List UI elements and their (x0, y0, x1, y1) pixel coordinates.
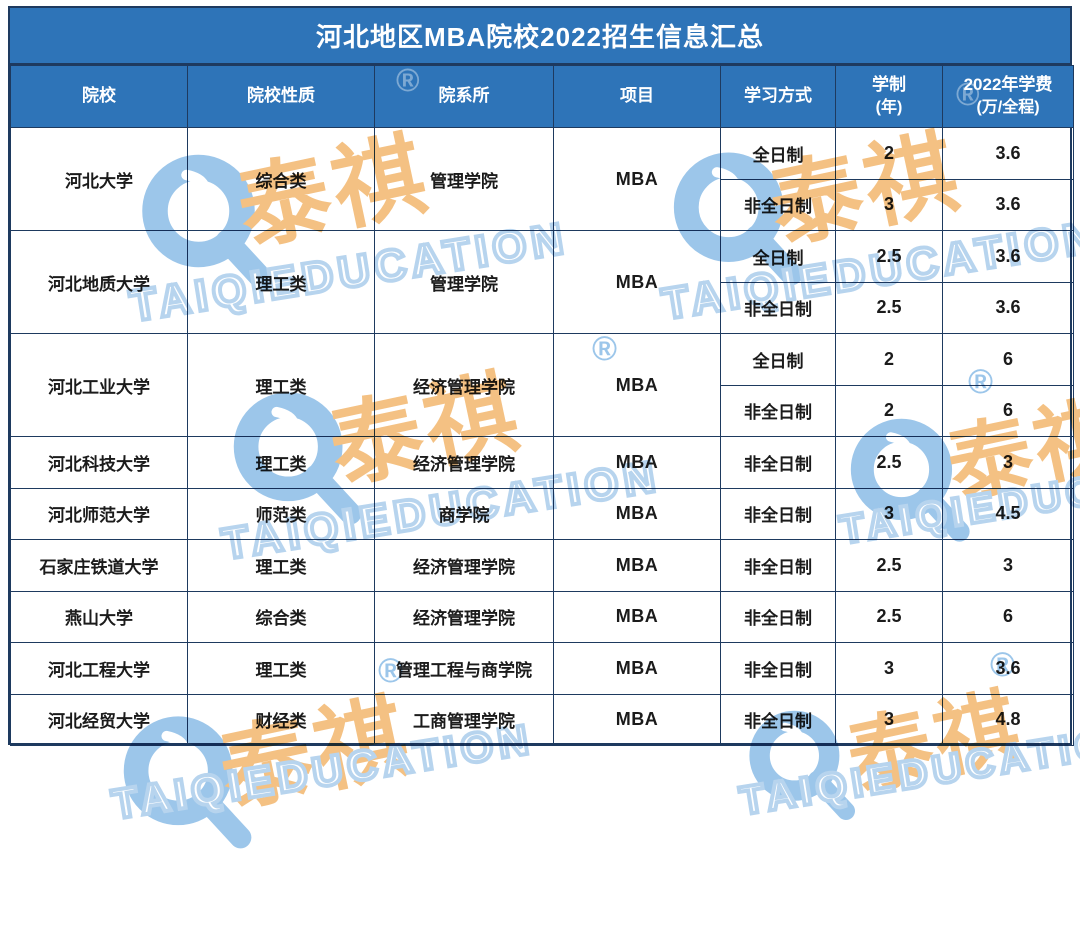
study-mode-cell: 非全日制 (720, 539, 836, 592)
school-name-cell: 燕山大学 (10, 590, 188, 643)
table-row: 河北地质大学 理工类 管理学院 MBA 全日制 2.5 3.6 (10, 230, 1074, 334)
school-type-cell: 理工类 (187, 333, 375, 437)
table-row: 河北大学 综合类 管理学院 MBA 全日制 2 3.6 (10, 127, 1074, 231)
table-row: 河北工程大学 理工类 管理工程与商学院 MBA 非全日制 3 3.6 (10, 642, 1074, 695)
department-cell: 管理学院 (374, 230, 554, 334)
program-cell: MBA (553, 333, 721, 437)
department-cell: 经济管理学院 (374, 590, 554, 643)
school-name-cell: 河北工程大学 (10, 642, 188, 695)
tuition-cell: 3.6 (942, 642, 1074, 695)
table-row: 河北科技大学 理工类 经济管理学院 MBA 非全日制 2.5 3 (10, 436, 1074, 489)
department-cell: 经济管理学院 (374, 539, 554, 592)
duration-cell: 2.5 (835, 590, 943, 643)
department-cell: 经济管理学院 (374, 436, 554, 489)
table-row: 非全日制 2.5 3.6 (11, 281, 1074, 334)
study-mode-cell: 全日制 (720, 230, 836, 283)
mba-table: 院校 院校性质 院系所 项目 学习方式 学制 (年) 2022年学费 (万/全程) … (10, 65, 1074, 746)
duration-cell: 2.5 (835, 436, 943, 489)
duration-cell: 3 (835, 693, 943, 746)
col-header-tuition: 2022年学费 (万/全程) (942, 65, 1074, 128)
program-cell: MBA (553, 539, 721, 592)
school-name-cell: 河北师范大学 (10, 487, 188, 540)
col-header-duration: 学制 (年) (835, 65, 943, 128)
tuition-cell: 4.8 (942, 693, 1074, 746)
department-cell: 管理工程与商学院 (374, 642, 554, 695)
school-type-cell: 综合类 (187, 590, 375, 643)
department-cell: 工商管理学院 (374, 693, 554, 746)
school-type-cell: 理工类 (187, 230, 375, 334)
school-name-cell: 河北地质大学 (10, 230, 188, 334)
study-mode-cell: 全日制 (720, 333, 836, 386)
duration-cell: 2 (835, 127, 943, 180)
tuition-cell: 3 (942, 436, 1074, 489)
school-type-cell: 理工类 (187, 642, 375, 695)
tuition-cell: 3 (942, 539, 1074, 592)
tuition-cell: 3.6 (942, 281, 1074, 334)
department-cell: 管理学院 (374, 127, 554, 231)
col-header-program: 项目 (553, 65, 721, 128)
table-header: 院校 院校性质 院系所 项目 学习方式 学制 (年) 2022年学费 (万/全程) (10, 65, 1074, 128)
tuition-cell: 6 (942, 384, 1074, 437)
duration-cell: 2.5 (835, 281, 943, 334)
duration-cell: 2 (835, 384, 943, 437)
study-mode-cell: 非全日制 (720, 642, 836, 695)
school-name-cell: 河北大学 (10, 127, 188, 231)
tuition-cell: 4.5 (942, 487, 1074, 540)
study-mode-cell: 非全日制 (720, 487, 836, 540)
duration-cell: 3 (835, 642, 943, 695)
duration-cell: 3 (835, 487, 943, 540)
department-cell: 商学院 (374, 487, 554, 540)
school-name-cell: 河北工业大学 (10, 333, 188, 437)
page-title: 河北地区MBA院校2022招生信息汇总 (315, 22, 765, 52)
tuition-cell: 6 (942, 333, 1074, 386)
program-cell: MBA (553, 642, 721, 695)
col-header-department: 院系所 (374, 65, 554, 128)
study-mode-cell: 非全日制 (720, 693, 836, 746)
department-cell: 经济管理学院 (374, 333, 554, 437)
tuition-cell: 3.6 (942, 127, 1074, 180)
header-row: 院校 院校性质 院系所 项目 学习方式 学制 (年) 2022年学费 (万/全程) (10, 65, 1074, 128)
study-mode-cell: 非全日制 (720, 178, 836, 231)
tuition-cell: 3.6 (942, 230, 1074, 283)
school-type-cell: 财经类 (187, 693, 375, 746)
school-type-cell: 综合类 (187, 127, 375, 231)
program-cell: MBA (553, 693, 721, 746)
study-mode-cell: 非全日制 (720, 384, 836, 437)
school-name-cell: 石家庄铁道大学 (10, 539, 188, 592)
program-cell: MBA (553, 230, 721, 334)
study-mode-cell: 全日制 (720, 127, 836, 180)
school-type-cell: 师范类 (187, 487, 375, 540)
school-name-cell: 河北经贸大学 (10, 693, 188, 746)
school-type-cell: 理工类 (187, 436, 375, 489)
program-cell: MBA (553, 436, 721, 489)
tuition-cell: 6 (942, 590, 1074, 643)
col-header-mode: 学习方式 (720, 65, 836, 128)
table-row: 河北经贸大学 财经类 工商管理学院 MBA 非全日制 3 4.8 (10, 693, 1074, 746)
tuition-cell: 3.6 (942, 178, 1074, 231)
program-cell: MBA (553, 590, 721, 643)
program-cell: MBA (553, 487, 721, 540)
program-cell: MBA (553, 127, 721, 231)
col-header-school: 院校 (10, 65, 188, 128)
study-mode-cell: 非全日制 (720, 281, 836, 334)
duration-cell: 2 (835, 333, 943, 386)
school-type-cell: 理工类 (187, 539, 375, 592)
table-row: 河北师范大学 师范类 商学院 MBA 非全日制 3 4.5 (10, 487, 1074, 540)
table-row: 燕山大学 综合类 经济管理学院 MBA 非全日制 2.5 6 (10, 590, 1074, 643)
table-row: 石家庄铁道大学 理工类 经济管理学院 MBA 非全日制 2.5 3 (10, 539, 1074, 592)
table-body: 河北大学 综合类 管理学院 MBA 全日制 2 3.6 非全日制 3 3.6 河北地质大学 理工类 管理… (10, 127, 1074, 746)
title-bar: 河北地区MBA院校2022招生信息汇总 (10, 8, 1070, 65)
duration-cell: 2.5 (835, 539, 943, 592)
table-row: 河北工业大学 理工类 经济管理学院 MBA 全日制 2 6 (10, 333, 1074, 437)
duration-cell: 3 (835, 178, 943, 231)
school-name-cell: 河北科技大学 (10, 436, 188, 489)
study-mode-cell: 非全日制 (720, 436, 836, 489)
col-header-type: 院校性质 (187, 65, 375, 128)
table-frame: 河北地区MBA院校2022招生信息汇总 院校 院校性质 院系所 项目 学习方式 … (8, 6, 1074, 746)
duration-cell: 2.5 (835, 230, 943, 283)
study-mode-cell: 非全日制 (720, 590, 836, 643)
